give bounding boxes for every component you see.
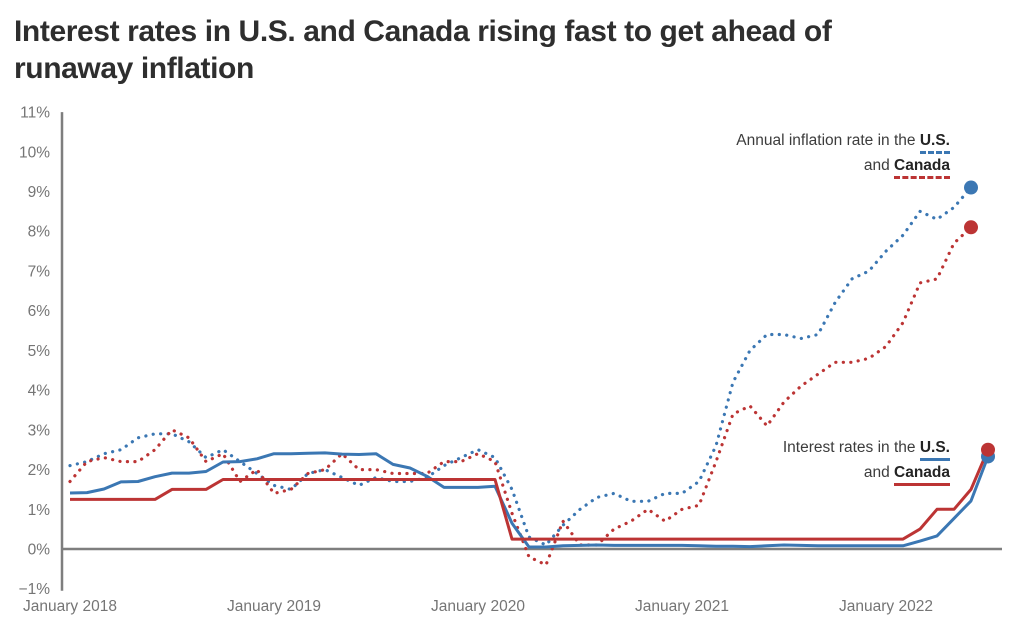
y-axis-tick-label: −1% [19, 581, 51, 598]
y-axis-tick-label: 1% [28, 502, 51, 519]
interest-rates-legend: Interest rates in the U.S. and Canada [783, 436, 950, 486]
series-end-dot-us-inflation [964, 180, 978, 195]
x-axis-tick-label: January 2019 [227, 598, 321, 615]
interest-rates-legend-us-key: U.S. [919, 439, 950, 461]
series-line-us-interest-rate [69, 451, 990, 549]
y-axis-tick-label: 9% [28, 184, 51, 201]
inflation-legend: Annual inflation rate in the U.S. and Ca… [736, 129, 950, 179]
page-title-line1: Interest rates in U.S. and Canada rising… [14, 15, 832, 48]
y-axis-tick-label: 6% [28, 303, 51, 320]
inflation-legend-text2: and [863, 157, 894, 174]
y-axis-tick-label: 5% [28, 343, 51, 360]
x-axis-tick-label: January 2022 [839, 598, 933, 615]
inflation-legend-text1: Annual inflation rate in the [736, 132, 920, 149]
y-axis-tick-label: 11% [20, 105, 50, 122]
y-axis-tick-label: 3% [28, 422, 51, 439]
y-axis-tick-label: 4% [28, 383, 51, 400]
y-axis-tick-label: 0% [28, 542, 51, 559]
page-title: Interest rates in U.S. and Canada rising… [14, 13, 974, 87]
y-axis-tick-label: 7% [28, 263, 51, 280]
x-axis-tick-label: January 2021 [635, 598, 729, 615]
series-line-canada-inflation [68, 225, 973, 567]
y-axis-tick-label: 10% [19, 144, 50, 161]
series-end-dot-canada-interest-rate [981, 442, 995, 457]
interest-rates-legend-line2: and Canada [783, 461, 950, 486]
x-axis-tick-label: January 2020 [431, 598, 525, 615]
inflation-legend-us-key: U.S. [919, 132, 950, 154]
series-line-canada-interest-rate [70, 449, 990, 541]
interest-rates-legend-canada-key: Canada [894, 464, 950, 486]
series-end-dot-canada-inflation [964, 220, 978, 235]
inflation-legend-line2: and Canada [736, 154, 950, 179]
page-title-line2: runaway inflation [14, 52, 254, 85]
interest-rates-legend-text1: Interest rates in the [782, 439, 920, 456]
x-axis-tick-label: January 2018 [23, 598, 117, 615]
inflation-legend-canada-key: Canada [894, 157, 950, 179]
series-line-us-inflation [68, 185, 973, 547]
interest-rates-legend-line1: Interest rates in the U.S. [783, 436, 950, 461]
y-axis-tick-label: 2% [28, 462, 51, 479]
y-axis-tick-label: 8% [28, 224, 51, 241]
inflation-legend-line1: Annual inflation rate in the U.S. [736, 129, 950, 154]
interest-rates-legend-text2: and [863, 464, 894, 481]
